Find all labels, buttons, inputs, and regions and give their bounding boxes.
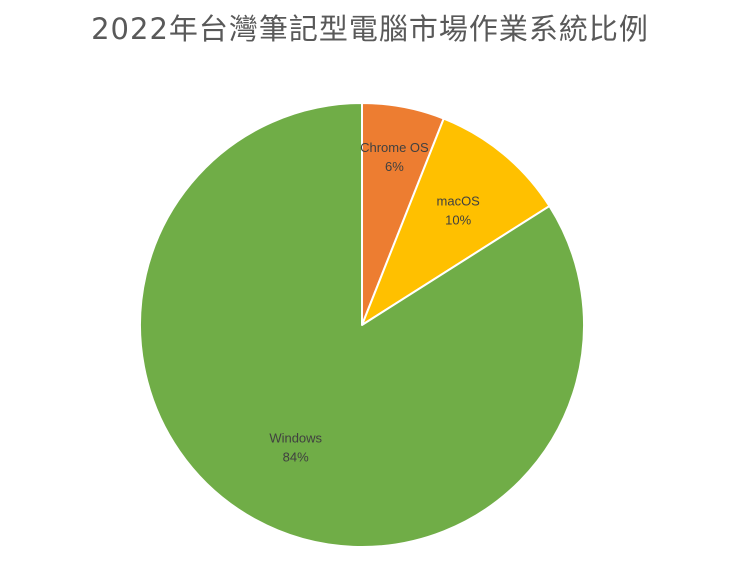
pie-slice-windows (139, 102, 585, 548)
pie-slice-macos (361, 117, 551, 326)
pie-slices (139, 102, 585, 548)
slice-label-percent: 84% (283, 450, 309, 465)
slice-label-name: Chrome OS (360, 140, 429, 155)
slice-label-name: Windows (269, 431, 322, 446)
slice-label-percent: 10% (445, 213, 471, 228)
chart-title: 2022年台灣筆記型電腦市場作業系統比例 (91, 12, 649, 46)
pie-labels: Chrome OS 6% macOS 10% Windows 84% (269, 140, 480, 465)
slice-label-name: macOS (437, 194, 481, 209)
slice-label-percent: 6% (385, 159, 404, 174)
